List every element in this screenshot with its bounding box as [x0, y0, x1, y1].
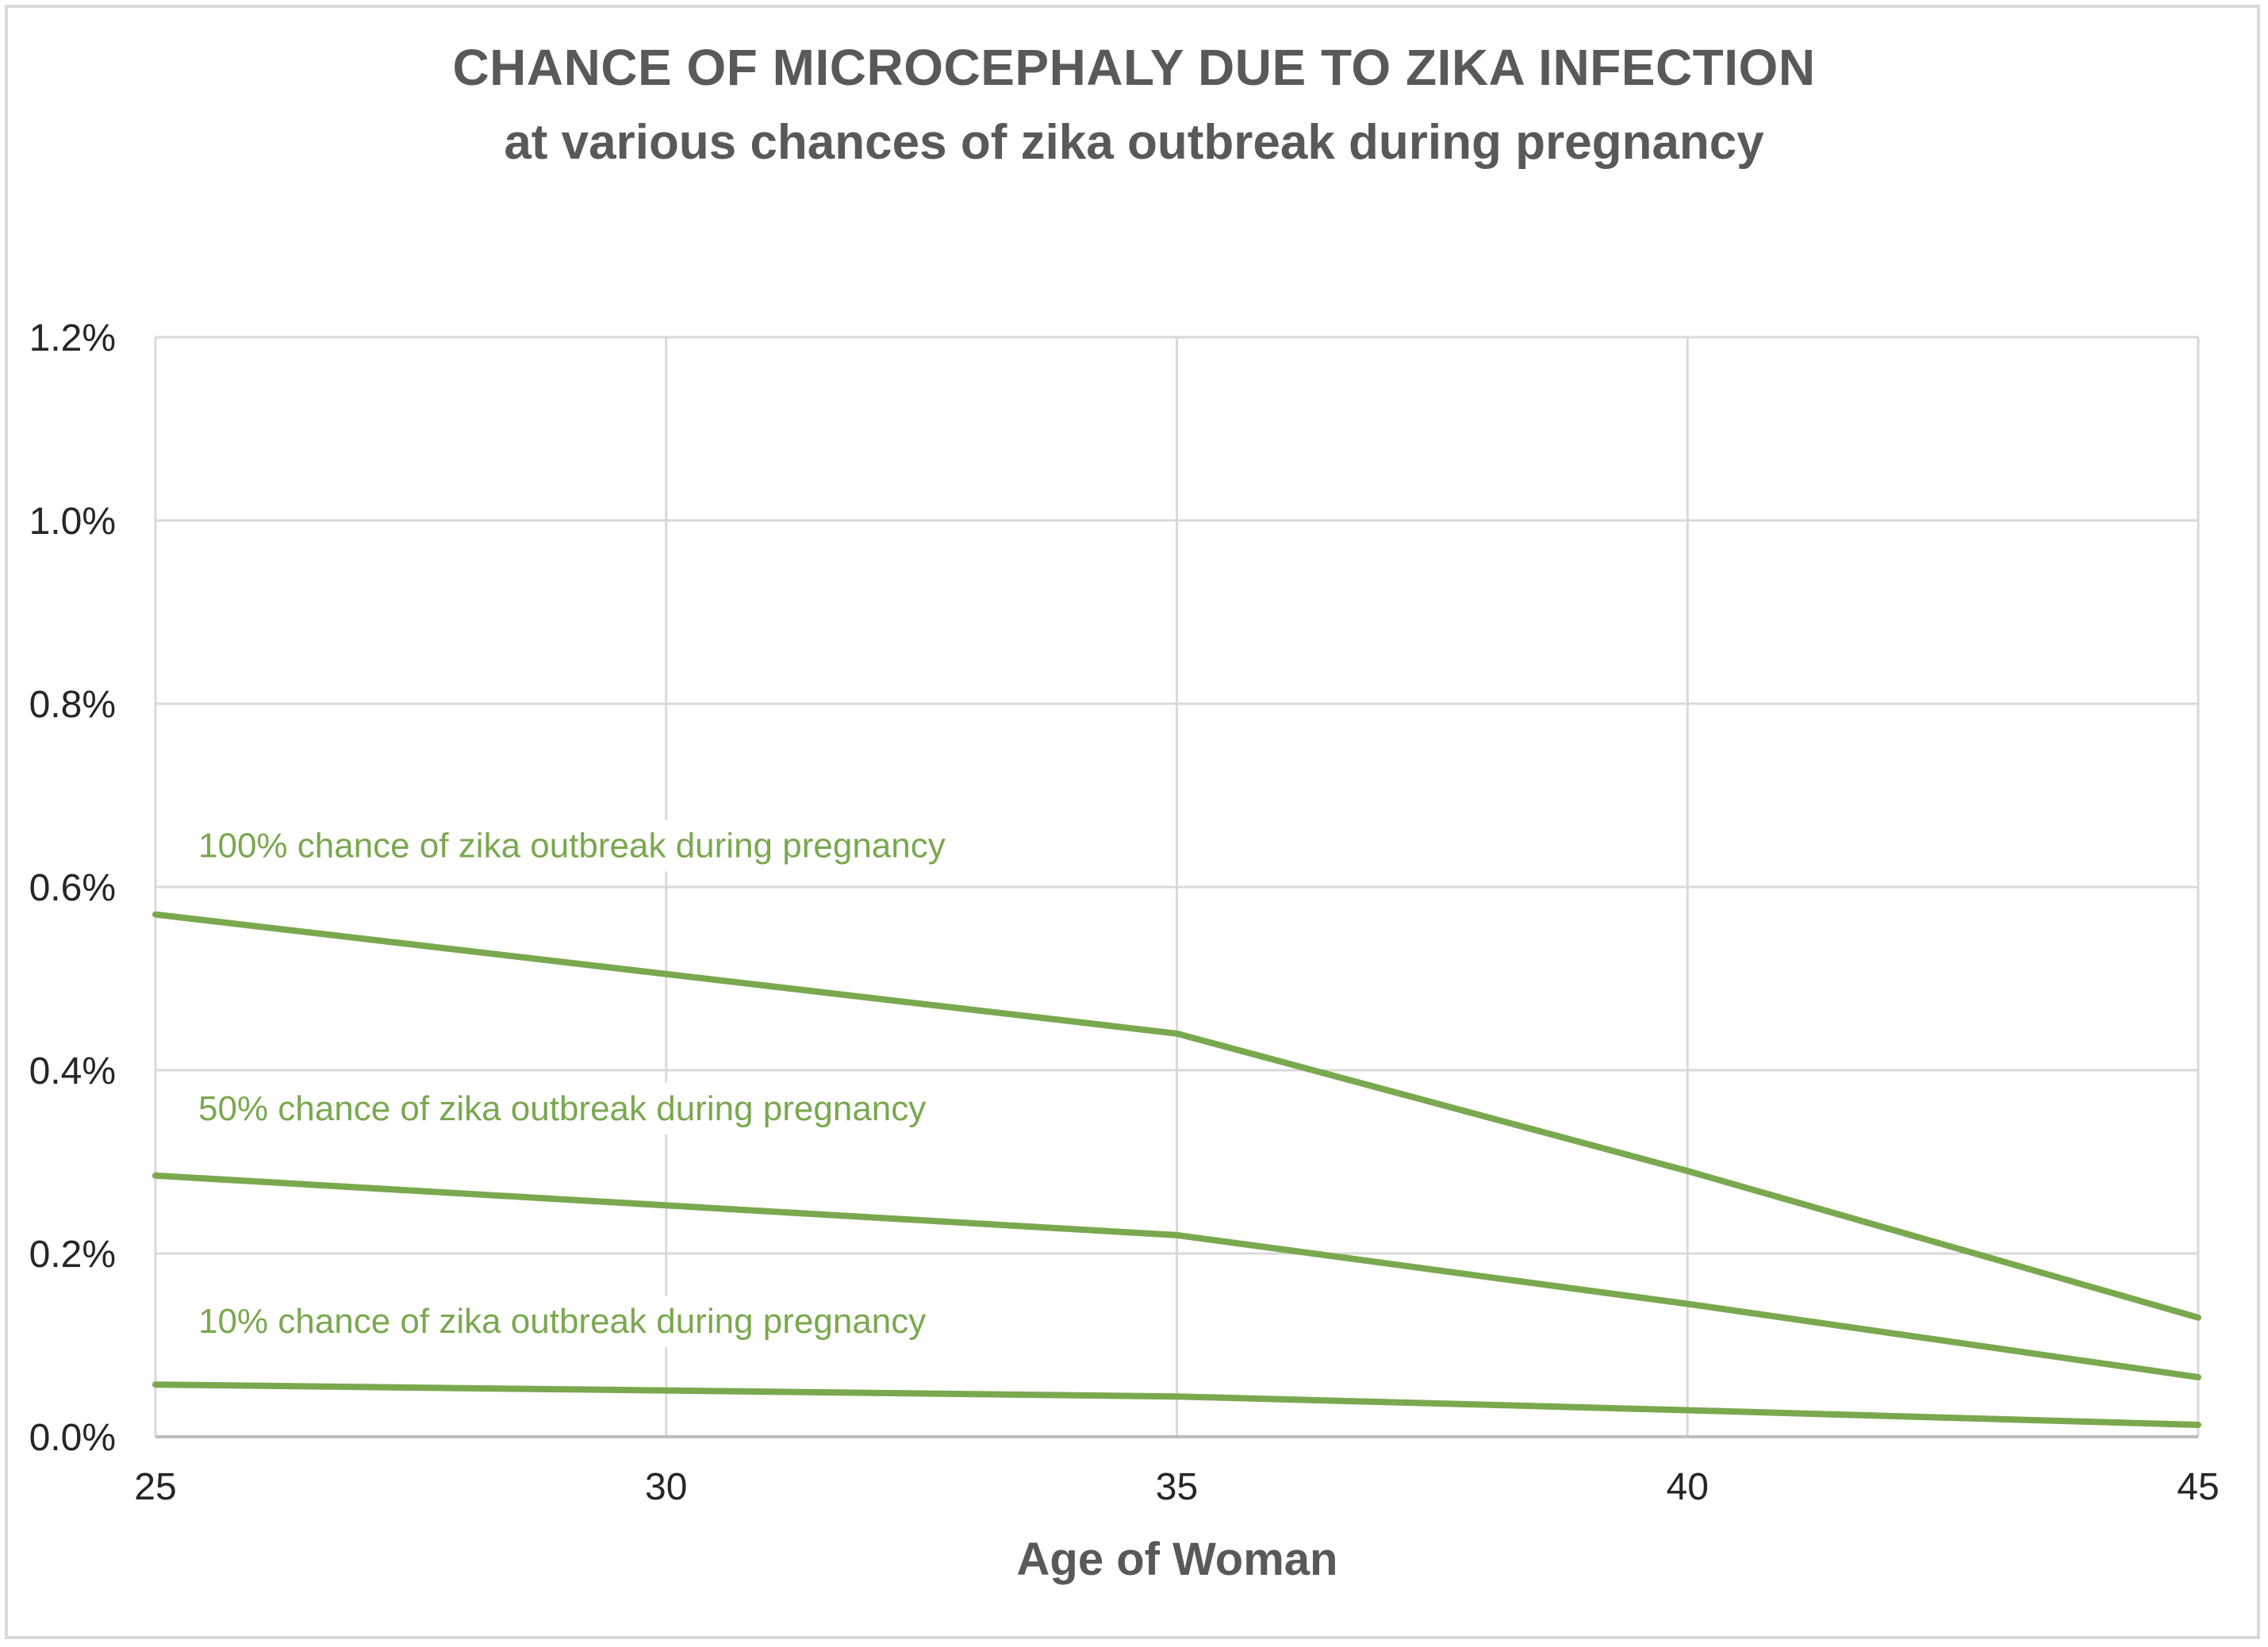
series-labels: 100% chance of zika outbreak during preg… [186, 820, 958, 1348]
chart-title: CHANCE OF MICROCEPHALY DUE TO ZIKA INFEC… [452, 39, 1816, 96]
series-line [152, 1172, 2201, 1380]
gridlines [154, 336, 2200, 1437]
series-lines [152, 911, 2201, 1428]
series-label-background [186, 1082, 939, 1134]
y-tick-label: 0.4% [29, 1050, 116, 1092]
x-tick-label: 40 [1667, 1466, 1709, 1508]
x-axis-label: Age of Woman [1017, 1534, 1338, 1585]
series-line [152, 911, 2201, 1321]
y-tick-label: 1.2% [29, 317, 116, 359]
x-tick-label: 45 [2177, 1466, 2219, 1508]
chart-frame [5, 5, 2260, 1639]
y-tick-label: 0.2% [29, 1234, 116, 1276]
series-line [152, 1381, 2201, 1428]
x-tick-label: 30 [645, 1466, 687, 1508]
y-tick-label: 0.0% [29, 1417, 116, 1459]
x-tick-label: 35 [1156, 1466, 1198, 1508]
series-label: 50% chance of zika outbreak during pregn… [198, 1089, 926, 1128]
series-label: 100% chance of zika outbreak during preg… [198, 827, 946, 866]
x-tick-label: 25 [134, 1466, 176, 1508]
series-label: 10% chance of zika outbreak during pregn… [198, 1302, 926, 1341]
chart-subtitle: at various chances of zika outbreak duri… [504, 115, 1764, 170]
axes: 0.0% 0.2% 0.4% 0.6% 0.8% 1.0% 1.2% 25 30 35 40 45 [29, 317, 2220, 1508]
series-label-background [186, 1296, 939, 1348]
y-tick-label: 0.8% [29, 684, 116, 726]
y-tick-label: 0.6% [29, 867, 116, 909]
y-tick-label: 1.0% [29, 501, 116, 543]
series-label-background [186, 820, 958, 872]
